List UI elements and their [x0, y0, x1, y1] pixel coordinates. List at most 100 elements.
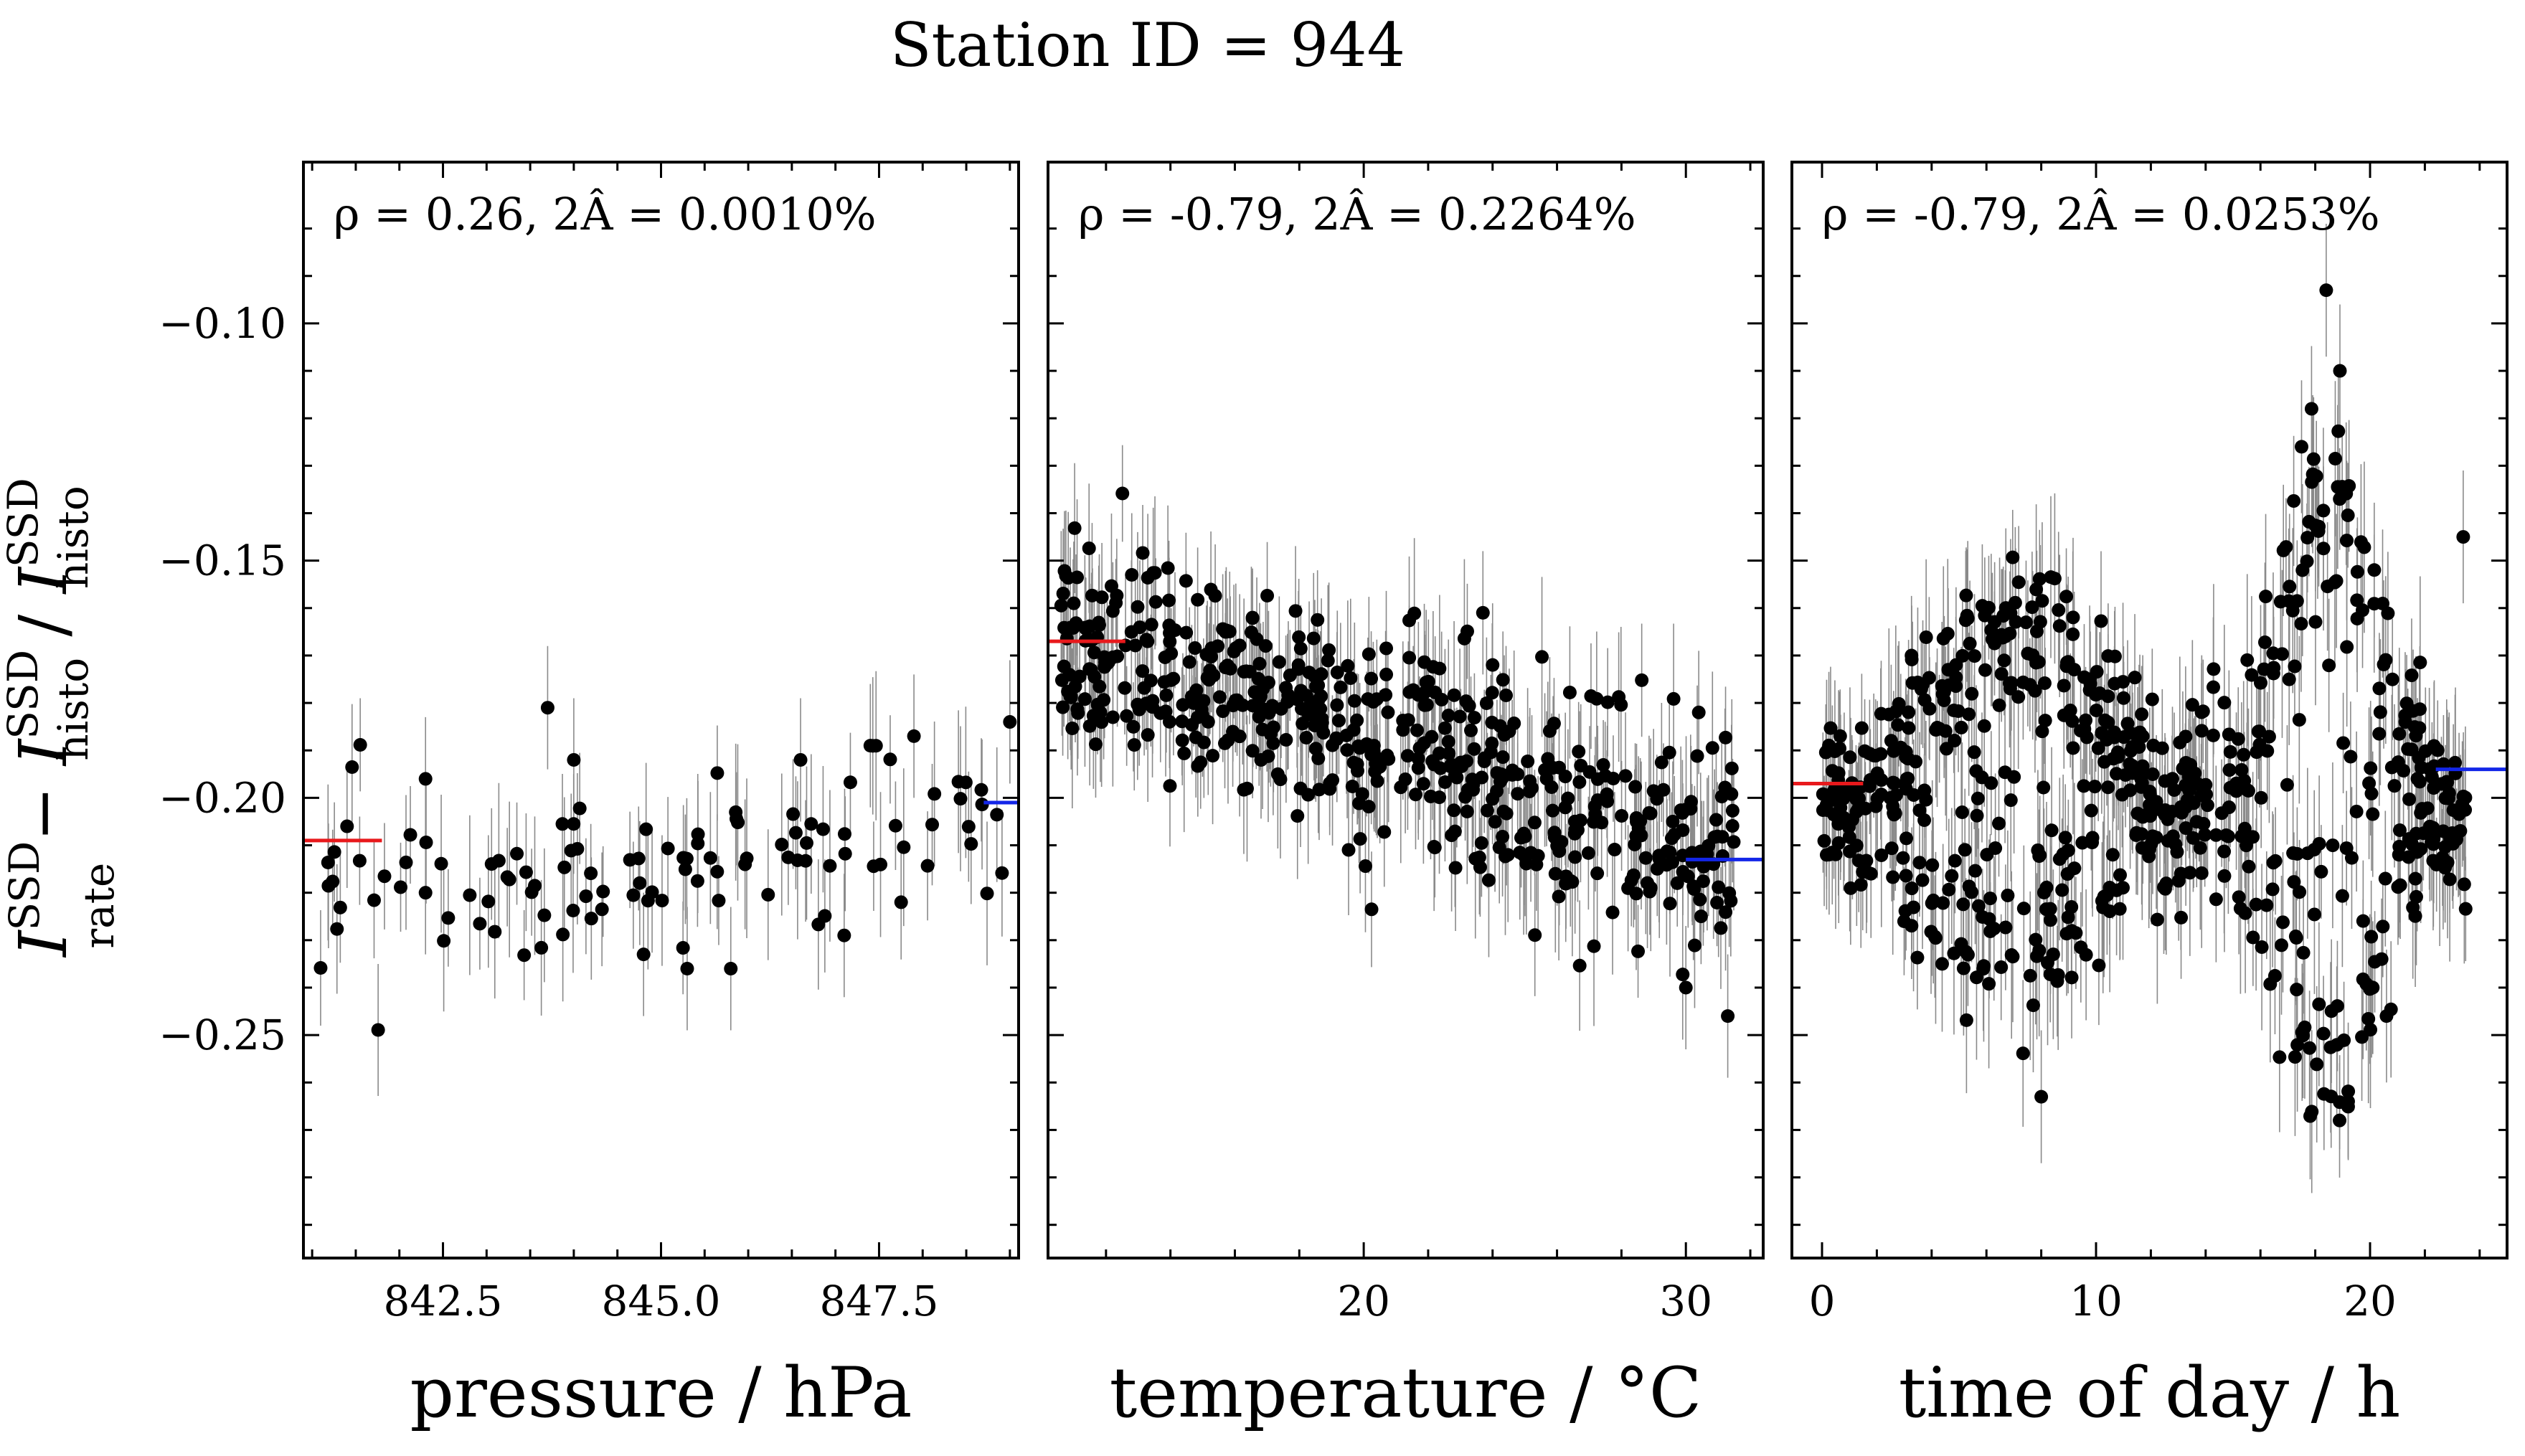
data-point — [2145, 692, 2159, 706]
data-point — [1161, 561, 1175, 575]
data-point — [1663, 897, 1677, 911]
data-point — [2029, 624, 2044, 638]
data-point — [2097, 755, 2112, 769]
data-point — [1394, 780, 1408, 795]
data-point — [1899, 869, 1913, 883]
data-point — [2448, 755, 2463, 770]
data-point — [1887, 744, 1901, 758]
data-point — [2198, 828, 2212, 842]
data-point — [567, 752, 581, 767]
data-point — [1845, 813, 1859, 827]
data-point — [1959, 1013, 1973, 1027]
data-point — [1474, 836, 1488, 850]
data-point — [793, 752, 808, 767]
data-point — [1162, 714, 1176, 729]
data-point — [1361, 647, 1376, 661]
data-point — [2110, 883, 2124, 897]
data-point — [2043, 902, 2057, 916]
data-point — [1978, 663, 1992, 677]
data-point — [2331, 424, 2346, 438]
data-point — [1843, 750, 1857, 765]
data-point — [2274, 938, 2288, 952]
data-point — [2349, 804, 2364, 818]
data-point — [330, 922, 344, 936]
data-point — [2207, 662, 2221, 676]
data-point — [1936, 631, 1950, 646]
data-point — [816, 822, 830, 836]
data-point — [1351, 739, 1366, 753]
data-point — [2075, 836, 2090, 850]
data-point — [1090, 697, 1105, 712]
data-point — [2257, 635, 2272, 649]
data-point — [1561, 791, 1575, 805]
data-point — [2260, 744, 2275, 758]
data-point — [1912, 803, 1927, 818]
data-point — [1690, 749, 1704, 763]
data-point — [1064, 690, 1078, 704]
data-point — [2016, 1046, 2030, 1061]
data-point — [321, 855, 335, 869]
data-point — [1427, 841, 1442, 855]
data-point — [2217, 869, 2232, 883]
data-point — [1428, 685, 1443, 699]
data-point — [631, 851, 646, 866]
data-point — [1071, 706, 1085, 720]
data-point — [555, 817, 570, 831]
data-point — [1628, 780, 1643, 794]
data-point — [437, 934, 451, 948]
data-point — [1402, 651, 1417, 665]
data-point — [2432, 856, 2447, 871]
data-point — [1293, 781, 1308, 795]
data-point — [2350, 593, 2364, 608]
data-point — [2379, 653, 2393, 667]
data-point — [1615, 808, 1629, 823]
data-point — [1204, 582, 1218, 597]
data-point — [1115, 486, 1130, 501]
data-point — [1314, 667, 1328, 681]
data-point — [2392, 727, 2407, 741]
data-point — [463, 888, 477, 902]
data-point — [2016, 902, 2031, 916]
data-point — [2041, 955, 2055, 970]
data-point — [1191, 592, 1205, 607]
panel-pressure: −0.25 −0.20 −0.15 −0.10 842.5 845.0 847.5 press… — [159, 161, 1020, 1433]
data-point — [434, 856, 448, 871]
x-tick-label: 0 — [1809, 1277, 1836, 1325]
data-point — [1819, 848, 1833, 862]
data-point — [953, 792, 968, 806]
data-point — [1891, 718, 1905, 732]
data-point — [626, 888, 641, 902]
data-point — [1206, 749, 1220, 763]
data-point — [2336, 736, 2351, 750]
data-point — [566, 904, 580, 918]
data-point — [2199, 777, 2213, 792]
data-point — [1402, 613, 1417, 628]
data-point — [1162, 593, 1176, 608]
x-tick-label: 842.5 — [384, 1277, 503, 1325]
data-point — [1882, 707, 1896, 722]
data-point — [1978, 608, 1992, 623]
data-point — [1915, 873, 1930, 887]
data-point — [491, 854, 506, 868]
data-point — [2426, 821, 2440, 835]
y-tick-label: −0.15 — [159, 536, 286, 585]
data-point — [1718, 780, 1732, 795]
data-point — [2268, 854, 2283, 868]
data-point — [1481, 873, 1496, 887]
data-point — [1626, 868, 1641, 882]
data-point — [1955, 648, 1970, 663]
data-point — [1132, 702, 1146, 717]
data-point — [1642, 805, 1656, 820]
data-point — [1261, 749, 1275, 763]
data-point — [1869, 799, 1883, 813]
data-point — [441, 911, 456, 925]
data-point — [2288, 1050, 2302, 1064]
data-point — [2362, 776, 2377, 790]
data-point — [2186, 796, 2201, 810]
data-point — [1965, 686, 1979, 701]
data-point — [1082, 719, 1097, 733]
data-point — [2412, 775, 2427, 789]
data-point — [1635, 673, 1649, 687]
data-point — [1596, 757, 1610, 772]
data-point — [2097, 889, 2111, 904]
